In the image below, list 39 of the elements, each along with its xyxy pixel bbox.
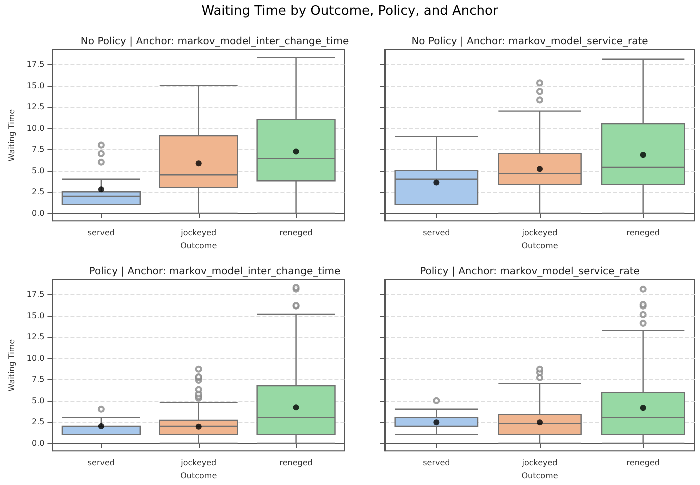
y-tick-label: 12.5	[26, 332, 45, 342]
x-tick-label: jockeyed	[521, 458, 558, 468]
y-tick-label: 2.5	[32, 188, 45, 197]
y-tick-label: 15.0	[26, 81, 45, 90]
y-tick-label: 7.5	[32, 375, 45, 384]
x-axis-title: Outcome	[180, 242, 218, 250]
x-axis-title: Outcome	[522, 472, 558, 480]
x-tick-label: served	[88, 228, 115, 238]
x-tick-label: reneged	[626, 228, 660, 238]
chart-title: Policy | Anchor: markov_model_service_rate	[420, 266, 640, 278]
x-tick-label: served	[88, 458, 115, 468]
x-tick-label: jockeyed	[180, 228, 217, 238]
x-axis-title: Outcome	[180, 472, 218, 480]
y-tick-label: 5.0	[32, 166, 45, 176]
x-tick-label: reneged	[280, 458, 313, 468]
y-tick-label: 10.0	[26, 124, 45, 133]
y-tick-label: 15.0	[26, 311, 45, 320]
x-tick-label: reneged	[626, 458, 660, 468]
x-tick-label: served	[423, 228, 450, 238]
y-tick-label: 17.5	[26, 290, 45, 299]
x-tick-label: jockeyed	[521, 228, 558, 238]
chart-title: No Policy | Anchor: markov_model_service_rate	[412, 36, 648, 48]
y-axis-title: Waiting Time	[8, 339, 16, 392]
y-tick-label: 2.5	[32, 418, 45, 427]
y-axis-title: Waiting Time	[8, 109, 16, 162]
x-tick-label: jockeyed	[180, 458, 217, 468]
y-tick-label: 10.0	[26, 354, 45, 363]
x-tick-label: served	[423, 458, 450, 468]
chart-title: Policy | Anchor: markov_model_inter_change_time	[89, 266, 341, 278]
text: Waiting Time by Outcome, Policy, and Anchor	[200, 4, 500, 19]
x-axis-title: Outcome	[522, 242, 558, 250]
y-tick-label: 17.5	[26, 60, 45, 69]
y-tick-label: 7.5	[32, 145, 45, 154]
x-tick-label: reneged	[280, 228, 313, 238]
y-tick-label: 5.0	[32, 396, 45, 406]
y-tick-label: 0.0	[32, 208, 45, 218]
chart-title: No Policy | Anchor: markov_model_inter_change_time	[80, 36, 350, 48]
y-tick-label: 12.5	[26, 102, 45, 112]
y-tick-label: 0.0	[32, 438, 45, 448]
